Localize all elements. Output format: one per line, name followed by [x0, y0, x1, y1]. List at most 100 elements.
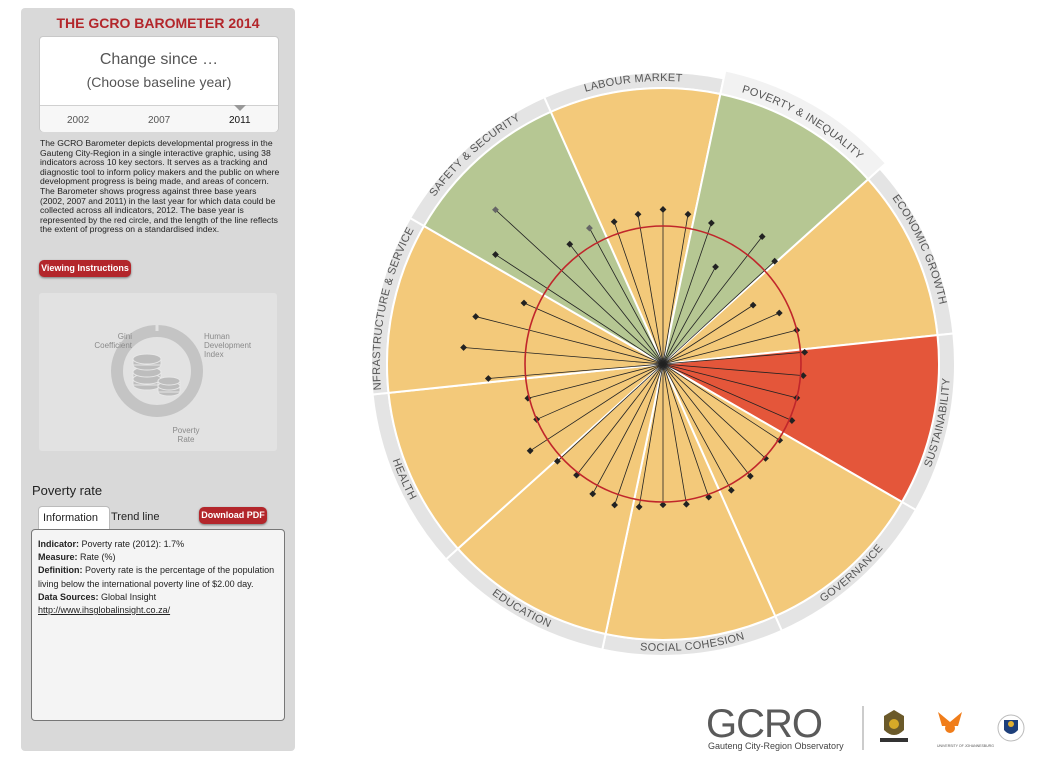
indicator-spoke — [569, 243, 664, 365]
gcro-wordmark: GCRO — [706, 702, 822, 746]
tab-information[interactable]: Information — [38, 506, 110, 529]
indicator-marker[interactable] — [659, 206, 667, 213]
measure-label: Measure: — [38, 552, 78, 563]
barometer-description: The GCRO Barometer depicts developmental… — [40, 138, 280, 235]
tab-trend-line[interactable]: Trend line — [111, 511, 160, 523]
year-option-2011[interactable]: 2011 — [229, 115, 251, 126]
indicator-marker[interactable] — [749, 301, 757, 309]
indicator-marker[interactable] — [586, 224, 593, 232]
indicator-spoke — [662, 222, 712, 365]
indicator-marker[interactable] — [492, 206, 499, 214]
indicator-spoke — [495, 209, 664, 365]
indicator-info-box: Indicator: Poverty rate (2012): 1.7% Mea… — [31, 529, 285, 721]
indicator-marker[interactable] — [472, 313, 480, 320]
indicator-spoke — [662, 351, 805, 365]
indicator-spoke — [662, 304, 754, 365]
indicator-marker[interactable] — [635, 503, 643, 511]
coin-stack-icon — [132, 353, 181, 397]
mini-label-poverty: Poverty Rate — [172, 426, 200, 444]
sector-mini-diagram: Gini Coefficient Human Development Index… — [39, 293, 277, 451]
baseline-circle — [524, 225, 802, 503]
sector-social-cohesion[interactable] — [604, 360, 777, 641]
indicator-spoke — [637, 214, 664, 365]
sector-sustainability[interactable] — [659, 334, 940, 504]
barometer-chart: LABOUR MARKET POVERTY & INEQUALITY ECONOMI… — [361, 48, 965, 672]
indicator-marker[interactable] — [758, 233, 766, 240]
indicator-value: Poverty rate (2012): 1.7% — [81, 539, 185, 549]
wits-crest-icon — [997, 714, 1025, 742]
indicator-marker[interactable] — [762, 454, 769, 462]
indicator-spoke — [662, 260, 775, 365]
university-of-johannesburg-logo: UNIVERSITY OF JOHANNESBURG — [937, 712, 994, 748]
sector-education[interactable] — [456, 361, 665, 636]
indicator-spoke — [613, 221, 664, 365]
indicator-marker[interactable] — [727, 486, 735, 494]
indicator-marker[interactable] — [771, 257, 779, 265]
sector-poverty-inequality[interactable] — [661, 92, 870, 367]
indicator-spoke — [523, 302, 664, 365]
indicator-marker[interactable] — [589, 490, 597, 498]
indicator-spoke — [463, 347, 664, 365]
indicator-marker[interactable] — [775, 309, 783, 317]
indicator-spoke — [614, 363, 664, 506]
indicator-marker[interactable] — [611, 501, 619, 509]
indicator-marker[interactable] — [659, 501, 667, 509]
indicator-spoke — [662, 363, 687, 505]
sector-governance[interactable] — [660, 361, 904, 618]
indicator-marker[interactable] — [707, 219, 715, 227]
sector-labour-market[interactable] — [549, 87, 722, 368]
year-option-2007[interactable]: 2007 — [148, 115, 171, 126]
indicator-spoke — [662, 329, 797, 365]
sources-value: Global Insight — [101, 591, 157, 602]
indicator-spoke — [662, 363, 793, 421]
indicator-marker[interactable] — [484, 375, 492, 382]
sector-health[interactable] — [387, 362, 666, 551]
indicator-spoke — [662, 363, 766, 459]
sector-infrastructure-services[interactable] — [386, 224, 667, 394]
indicator-marker[interactable] — [799, 372, 807, 380]
indicator-marker[interactable] — [526, 447, 534, 455]
indicator-marker[interactable] — [684, 210, 692, 218]
partner-logos: GCRO Gauteng City-Region Observatory UNI… — [706, 700, 1036, 756]
sector-safety-security[interactable] — [422, 110, 666, 367]
sector-economic-growth[interactable] — [660, 177, 939, 366]
baseline-selector: Change since … (Choose baseline year) 20… — [39, 36, 279, 132]
download-pdf-button[interactable]: Download PDF — [199, 507, 267, 524]
indicator-marker[interactable] — [682, 500, 690, 508]
indicator-spoke — [527, 363, 664, 399]
control-panel: THE GCRO BAROMETER 2014 Change since … (… — [21, 8, 295, 751]
indicator-spoke — [495, 254, 664, 365]
indicator-spoke — [662, 236, 763, 365]
indicator-marker[interactable] — [705, 493, 713, 501]
indicator-marker[interactable] — [801, 348, 809, 356]
indicator-marker[interactable] — [492, 251, 499, 258]
indicator-marker[interactable] — [610, 218, 618, 226]
viewing-instructions-button[interactable]: Viewing Instructions — [39, 260, 131, 277]
year-option-2002[interactable]: 2002 — [67, 115, 90, 126]
indicator-spoke — [662, 363, 710, 498]
indicator-spoke — [488, 363, 664, 379]
indicator-marker[interactable] — [520, 299, 528, 307]
indicator-spoke — [536, 363, 664, 420]
logos-svg: GCRO Gauteng City-Region Observatory UNI… — [706, 702, 1025, 751]
indicator-spoke — [592, 363, 664, 495]
indicator-marker[interactable] — [460, 344, 467, 351]
indicator-marker[interactable] — [566, 240, 574, 248]
indicator-spoke — [662, 363, 797, 399]
year-timeline[interactable]: 2002 2007 2011 — [40, 105, 278, 132]
indicator-label: Indicator: — [38, 539, 80, 549]
indicator-marker[interactable] — [634, 210, 642, 218]
measure-value: Rate (%) — [80, 552, 116, 563]
indicator-marker[interactable] — [746, 472, 754, 480]
indicator-spoke — [662, 363, 732, 491]
indicator-marker[interactable] — [554, 457, 561, 465]
indicator-marker[interactable] — [712, 263, 719, 271]
baseline-heading: Change since … — [99, 51, 219, 68]
indicator-spoke — [475, 316, 664, 365]
indicator-info-content: Indicator: Poverty rate (2012): 1.7% Mea… — [38, 538, 278, 617]
definition-label: Definition: — [38, 565, 83, 576]
indicator-spoke — [662, 266, 716, 365]
data-source-link[interactable]: http://www.ihsglobalinsight.co.za/ — [38, 605, 171, 616]
indicator-spoke — [662, 363, 751, 477]
